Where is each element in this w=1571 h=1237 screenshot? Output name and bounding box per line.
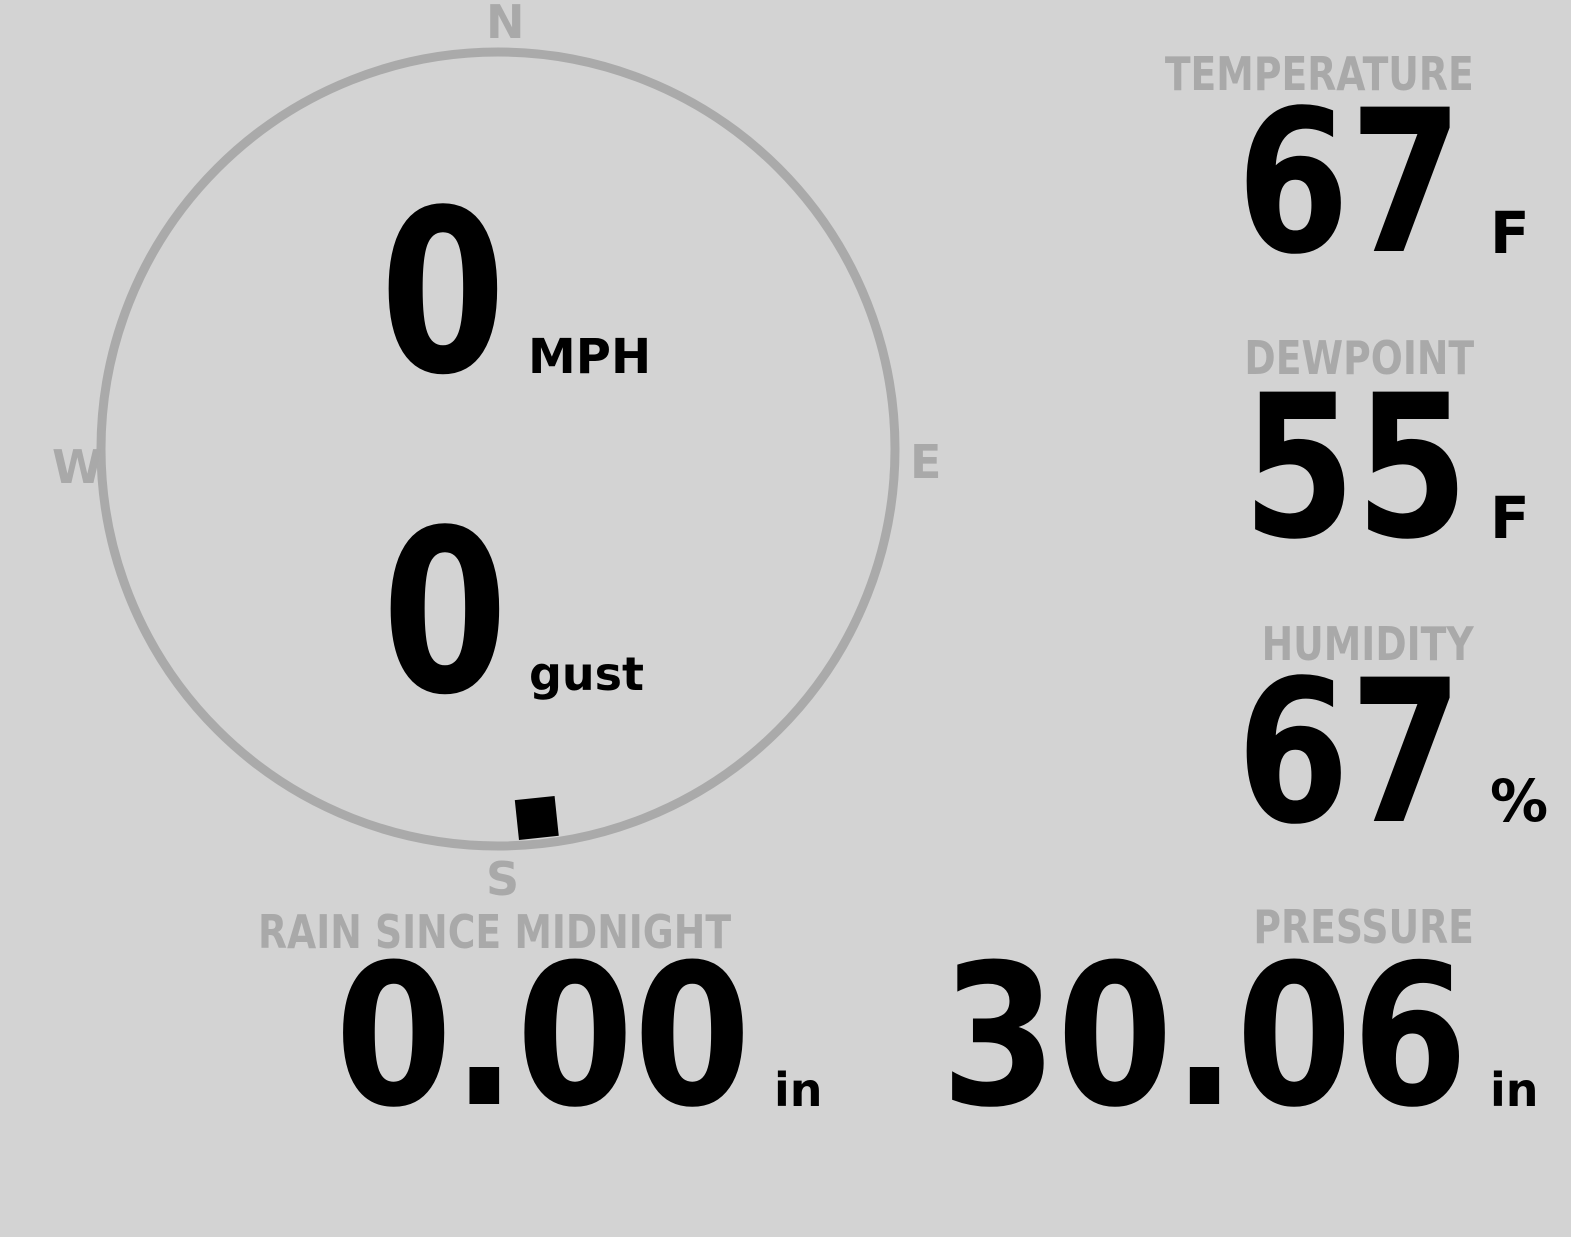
rain-label: RAIN SINCE MIDNIGHT xyxy=(258,905,732,959)
wind-speed-unit: MPH xyxy=(528,329,652,385)
dewpoint-label: DEWPOINT xyxy=(1244,331,1474,385)
compass-east-label: E xyxy=(910,435,942,489)
compass-south-label: S xyxy=(486,852,520,906)
humidity-label: HUMIDITY xyxy=(1261,617,1474,671)
humidity-value: 67 xyxy=(1237,637,1463,868)
compass-north-label: N xyxy=(486,0,525,49)
wind-speed-value: 0 xyxy=(380,162,506,425)
compass-west-label: W xyxy=(52,440,103,494)
pressure-label: PRESSURE xyxy=(1253,900,1474,954)
temperature-unit: F xyxy=(1490,199,1530,267)
dewpoint-unit: F xyxy=(1490,484,1530,552)
wind-gust-unit: gust xyxy=(529,647,645,701)
pressure-value: 30.06 xyxy=(941,923,1468,1151)
dewpoint-value: 55 xyxy=(1243,352,1469,583)
rain-unit: in xyxy=(774,1063,823,1117)
rain-value: 0.00 xyxy=(335,923,751,1151)
pressure-unit: in xyxy=(1490,1063,1539,1117)
temperature-value: 67 xyxy=(1237,67,1463,298)
wind-direction-marker xyxy=(514,795,559,840)
humidity-unit: % xyxy=(1490,767,1549,835)
wind-gust-value: 0 xyxy=(382,482,508,745)
compass-ring xyxy=(96,47,900,851)
temperature-label: TEMPERATURE xyxy=(1165,47,1474,101)
